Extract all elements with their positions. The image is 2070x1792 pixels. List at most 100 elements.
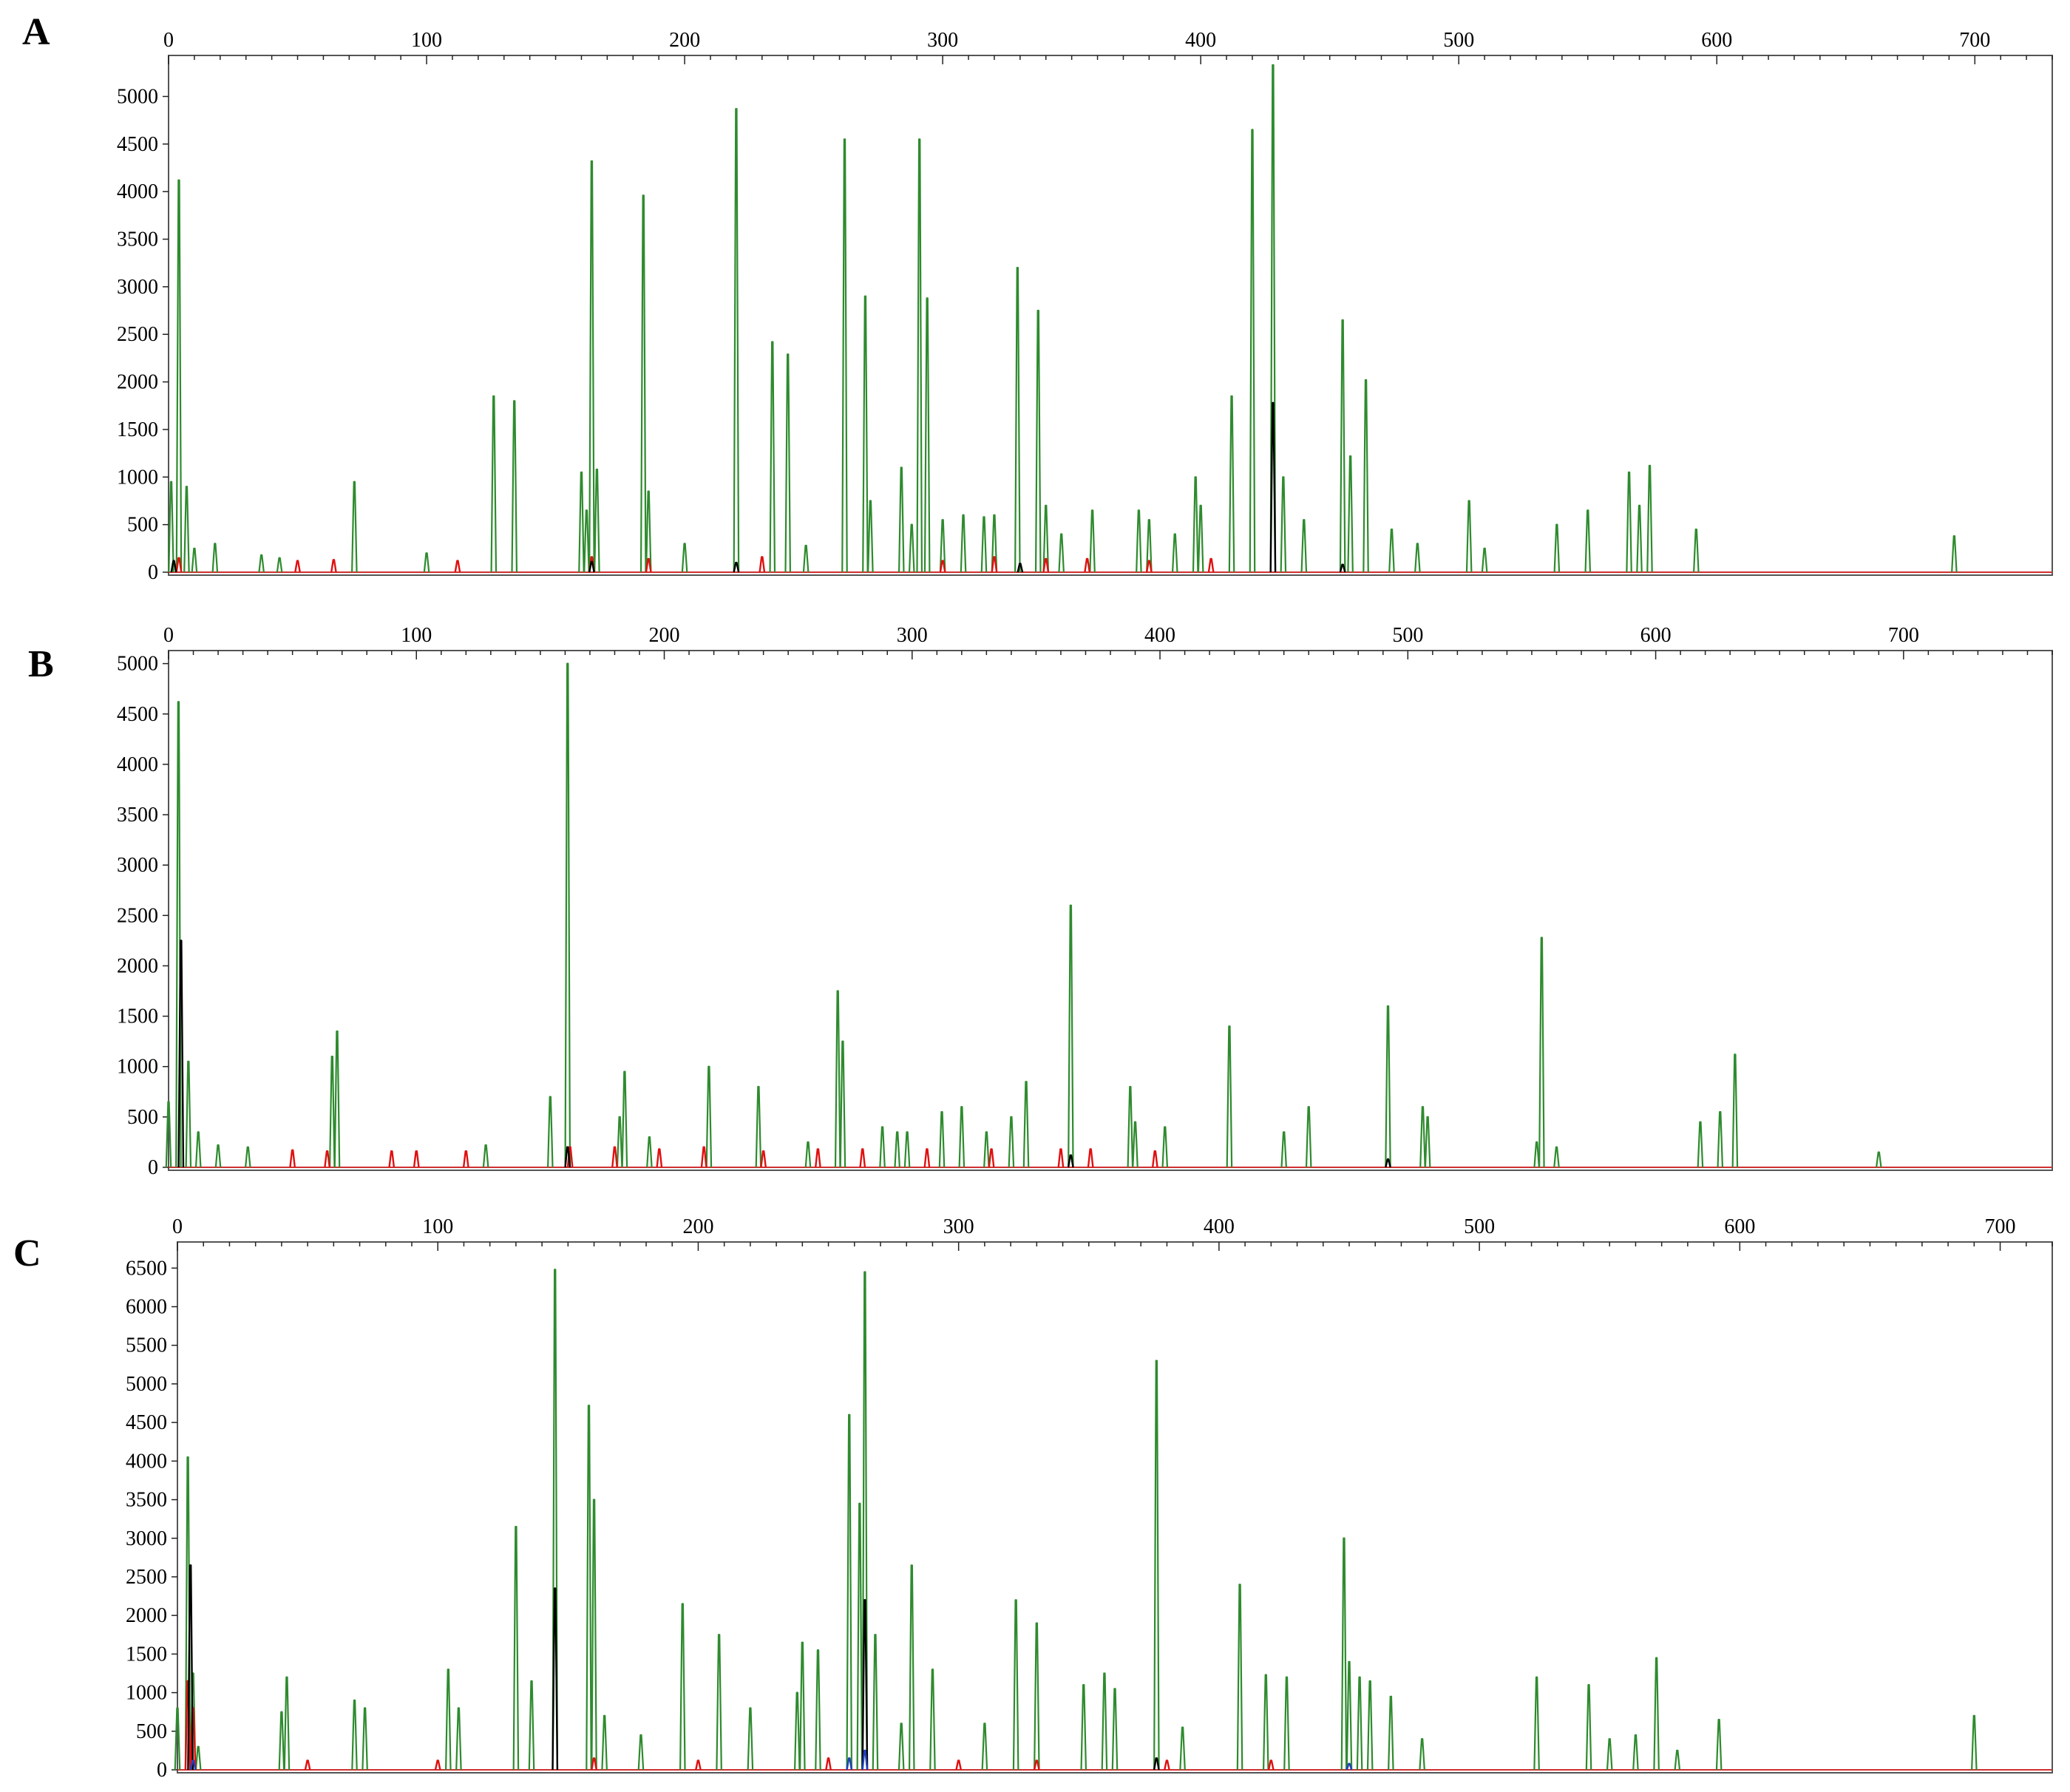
series-trace xyxy=(170,401,1346,573)
peak-mark xyxy=(1153,1757,1160,1771)
peak-mark xyxy=(175,557,183,573)
y-tick-label: 3000 xyxy=(117,276,158,299)
peak-mark xyxy=(747,1707,754,1771)
peak-mark xyxy=(564,662,571,1168)
series-trace xyxy=(177,940,1391,1168)
y-tick-label: 500 xyxy=(127,514,158,537)
y-tick-label: 6500 xyxy=(126,1257,167,1280)
peak-mark xyxy=(165,1101,172,1168)
peak-mark xyxy=(591,1499,597,1771)
peak-mark xyxy=(1068,904,1074,1168)
peak-mark xyxy=(656,1148,663,1168)
peak-mark xyxy=(1146,519,1153,573)
peak-mark xyxy=(861,1599,869,1771)
peak-mark xyxy=(1034,1622,1040,1771)
peak-mark xyxy=(804,1141,812,1168)
peak-mark xyxy=(1017,563,1024,573)
x-tick-label: 700 xyxy=(1985,1215,2016,1238)
panel-c: C 0 100 200 300 400 500 600 700 0 500 1000 1500 2000… xyxy=(13,1215,2053,1782)
peak-mark xyxy=(1414,543,1421,573)
peak-mark xyxy=(512,1526,520,1771)
peak-mark xyxy=(1653,1657,1660,1771)
peak-mark xyxy=(611,1146,618,1168)
y-tick-label: 5500 xyxy=(126,1334,167,1357)
peak-mark xyxy=(705,1065,713,1168)
x-tick-label: 500 xyxy=(1443,29,1474,52)
peak-mark xyxy=(1022,1081,1030,1168)
peak-mark xyxy=(859,1148,866,1168)
peak-mark xyxy=(1715,1719,1723,1771)
peak-mark xyxy=(362,1707,368,1771)
peak-mark xyxy=(294,560,301,573)
peak-mark xyxy=(586,1405,592,1771)
y-tick-label: 4500 xyxy=(117,703,158,726)
peak-mark xyxy=(894,1131,900,1168)
panel-letter-c: C xyxy=(13,1232,41,1275)
peak-mark xyxy=(1533,1141,1540,1168)
peak-mark xyxy=(769,341,776,573)
peak-mark xyxy=(1145,560,1153,573)
series-trace xyxy=(175,556,1215,573)
peak-mark xyxy=(879,1126,886,1168)
peak-mark xyxy=(276,557,283,573)
peak-mark xyxy=(1034,309,1042,573)
peak-mark xyxy=(1249,129,1256,573)
peak-mark xyxy=(1465,500,1473,573)
y-tick-label: 4500 xyxy=(117,133,158,156)
y-tick-label: 500 xyxy=(136,1720,167,1743)
peak-mark xyxy=(482,1144,489,1168)
peak-mark xyxy=(1087,1148,1094,1168)
peak-mark xyxy=(1606,1738,1613,1771)
peak-mark xyxy=(645,490,652,573)
y-tick-label: 5000 xyxy=(117,653,158,676)
peak-mark xyxy=(760,1150,767,1168)
peak-mark xyxy=(1388,528,1395,573)
peak-mark xyxy=(1971,1714,1978,1771)
peak-mark xyxy=(716,1634,722,1771)
y-tick-label: 4000 xyxy=(117,753,158,776)
peak-mark xyxy=(1340,1537,1348,1771)
x-tick-label: 200 xyxy=(669,29,700,52)
panel-b: B 0 100 200 300 400 500 600 700 0 500 1000 1500 2000… xyxy=(28,624,2053,1179)
x-tick-label: 0 xyxy=(172,1215,183,1238)
peak-mark xyxy=(1356,1676,1363,1771)
peak-mark xyxy=(960,514,967,573)
x-tick-label: 700 xyxy=(1888,624,1919,647)
peak-mark xyxy=(825,1757,832,1771)
peak-mark xyxy=(1693,528,1700,573)
y-tick-label: 2000 xyxy=(117,954,158,977)
peak-mark xyxy=(1136,509,1142,573)
x-tick-label: 300 xyxy=(927,29,958,52)
peak-mark xyxy=(814,1148,821,1168)
x-tick-label: 400 xyxy=(1144,624,1175,647)
panel-b-plot: 0 100 200 300 400 500 600 700 0 500 1000 1500 2000 25… xyxy=(117,624,2053,1179)
peak-mark xyxy=(328,1056,336,1168)
peak-mark xyxy=(1731,1053,1739,1168)
peak-mark xyxy=(846,1413,853,1771)
x-tick-label: 0 xyxy=(163,29,174,52)
y-tick-label: 3000 xyxy=(117,854,158,877)
plot-frame xyxy=(168,650,2053,1171)
peak-mark xyxy=(1347,455,1354,573)
peak-mark xyxy=(278,1711,285,1771)
peak-mark xyxy=(1305,1106,1312,1168)
panel-c-plot: 0 100 200 300 400 500 600 700 0 500 1000 1500 2000 25… xyxy=(126,1215,2053,1782)
panel-letter-b: B xyxy=(28,643,54,685)
peak-mark xyxy=(991,514,998,573)
peak-mark xyxy=(1042,504,1050,573)
peak-mark xyxy=(258,554,265,573)
peak-mark xyxy=(799,1641,806,1771)
y-tick-label: 0 xyxy=(148,561,158,584)
peak-mark xyxy=(1717,1110,1724,1168)
peak-mark xyxy=(1646,464,1653,573)
peak-mark xyxy=(621,1070,628,1168)
x-tick-label: 500 xyxy=(1464,1215,1495,1238)
peak-mark xyxy=(980,516,988,573)
x-tick-label: 500 xyxy=(1392,624,1423,647)
peak-mark xyxy=(955,1759,963,1771)
peak-mark xyxy=(1584,509,1592,573)
peak-mark xyxy=(1111,1688,1119,1771)
peak-mark xyxy=(802,544,810,573)
peak-mark xyxy=(839,1040,846,1168)
